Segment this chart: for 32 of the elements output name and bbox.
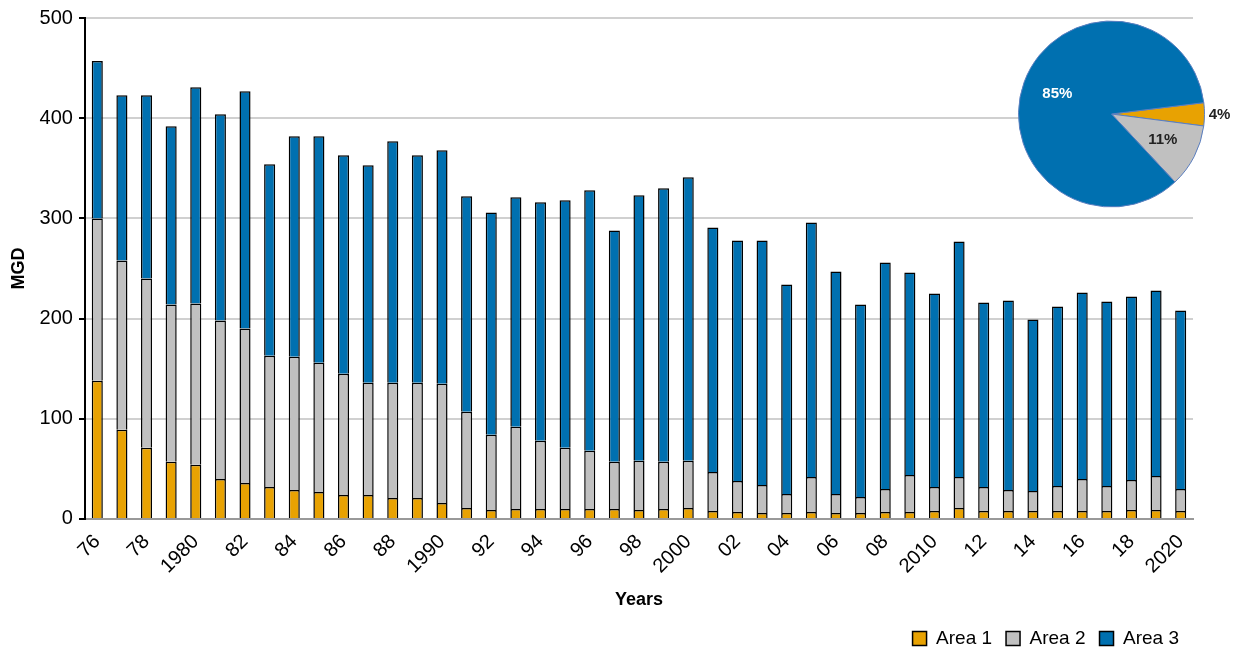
y-tick-label: 400 (39, 105, 73, 128)
data-label: 11% (1148, 130, 1178, 148)
data-label: 4% (1208, 104, 1231, 122)
x-tick-label: 06 (811, 529, 843, 561)
x-tick-label: 04 (762, 529, 794, 561)
x-axis-title: Years (614, 589, 664, 610)
legend-label: Area 3 (1123, 626, 1179, 648)
x-tick-label: 84 (269, 529, 301, 561)
y-tick-label: 500 (39, 5, 73, 28)
x-tick-label: 88 (368, 529, 400, 561)
x-tick-label: 96 (565, 529, 597, 561)
x-tick-label: 18 (1106, 529, 1139, 561)
y-axis-title: MGD (7, 247, 28, 290)
x-tick-label: 86 (318, 529, 351, 561)
y-tick-label: 200 (39, 306, 73, 329)
x-tick-label: 12 (959, 529, 991, 561)
x-tick-label: 94 (515, 529, 548, 561)
x-tick-label: 16 (1057, 529, 1089, 561)
legend-label: Area 1 (936, 626, 993, 648)
y-tick-label: 0 (61, 506, 73, 529)
x-tick-label: 92 (466, 529, 498, 561)
x-tick-label: 78 (121, 529, 154, 561)
x-tick-label: 02 (712, 529, 745, 561)
legend-label: Area 2 (1029, 626, 1086, 648)
x-tick-label: 76 (72, 529, 105, 561)
y-tick-label: 100 (39, 406, 73, 429)
x-tick-label: 14 (1008, 529, 1040, 561)
data-label: 85% (1042, 84, 1073, 102)
x-tick-label: 82 (220, 529, 252, 561)
x-tick-label: 98 (614, 529, 646, 561)
y-tick-label: 300 (39, 205, 73, 228)
x-tick-label: 08 (860, 529, 892, 561)
